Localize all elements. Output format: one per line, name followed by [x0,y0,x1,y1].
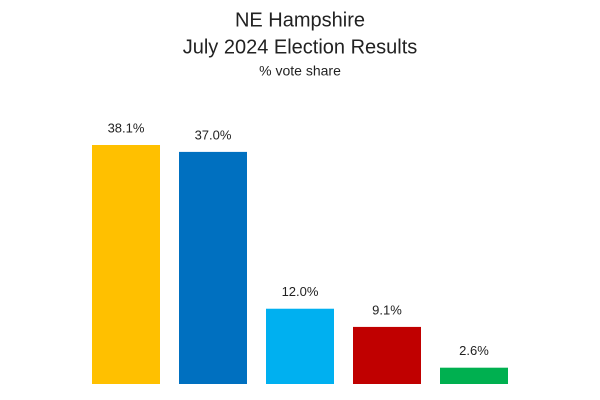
value-label: 9.1% [372,302,402,317]
value-label: 12.0% [282,284,319,299]
bar [353,326,421,384]
bar [440,367,508,384]
chart-subtitle: July 2024 Election Results [183,36,418,58]
value-label: 37.0% [195,127,232,142]
bar [92,145,160,384]
chart-annotation: % vote share [259,63,341,79]
bar [179,151,247,384]
value-label: 2.6% [459,343,489,358]
bar [266,308,334,384]
chart-title: NE Hampshire [235,9,365,31]
value-label: 38.1% [108,120,145,135]
